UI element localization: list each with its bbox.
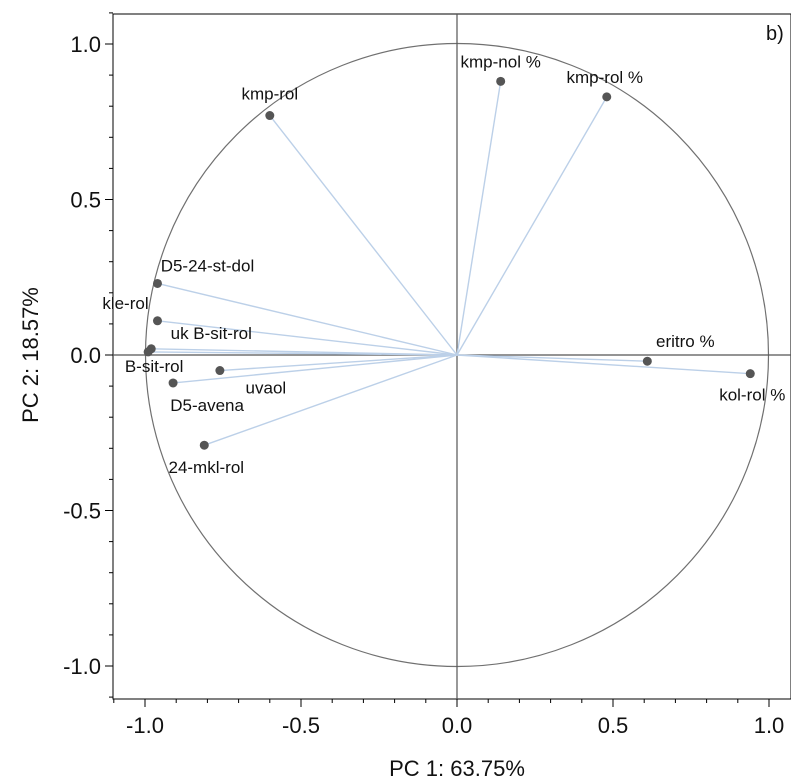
loading-point [265,111,275,121]
loading-vector [456,354,648,362]
point-label: uvaol [246,379,287,398]
loading-point [642,356,652,366]
loading-point [602,92,612,102]
point-label: kmp-rol % [567,68,644,87]
x-axis-title: PC 1: 63.75% [389,756,525,781]
loading-point [496,76,506,86]
loading-point [745,369,755,379]
loading-point [168,378,178,388]
loading-point [143,347,153,357]
y-tick-label: 1.0 [70,32,101,57]
point-label: kol-rol % [719,386,785,405]
loading-vector [456,354,751,375]
plot-frame [112,13,791,700]
loading-vector [269,115,458,356]
loading-vector [456,81,502,356]
point-label: 24-mkl-rol [168,458,244,477]
loading-vector [157,282,458,356]
x-tick-label: -0.5 [282,713,320,738]
loading-vector [173,354,458,384]
loading-vector [204,354,458,446]
point-label: kmp-rol [241,85,298,104]
point-label: eritro % [656,332,715,351]
y-tick-label: 0.5 [70,188,101,213]
x-tick-label: 1.0 [754,713,785,738]
point-label: uk B-sit-rol [171,324,252,343]
loading-vector [219,354,458,372]
y-tick-label: -0.5 [63,499,101,524]
loading-vector [157,320,458,356]
loading-vector [148,351,458,356]
loading-point [152,316,162,326]
point-label: D5-24-st-dol [161,256,255,275]
plot-content: -1.0 -0.5 0.0 0.5 1.0 1.0 0.5 0.0 -0.5 -1.0 kmp-ro… [63,12,791,738]
x-tick-label: 0.0 [442,713,473,738]
y-tick-label: 0.0 [70,343,101,368]
y-tick-label: -1.0 [63,654,101,679]
x-tick-label: 0.5 [598,713,629,738]
loading-point [215,366,225,376]
loading-point [152,278,162,288]
point-label: kmp-nol % [461,52,541,71]
x-tick-label: -1.0 [126,713,164,738]
loading-point [199,440,209,450]
loading-vector [456,96,608,356]
point-label: B-sit-rol [125,357,184,376]
y-axis-title: PC 2: 18.57% [18,287,43,423]
panel-label: b) [766,23,784,45]
point-label: D5-avena [170,396,244,415]
point-label: kle-rol [102,294,148,313]
